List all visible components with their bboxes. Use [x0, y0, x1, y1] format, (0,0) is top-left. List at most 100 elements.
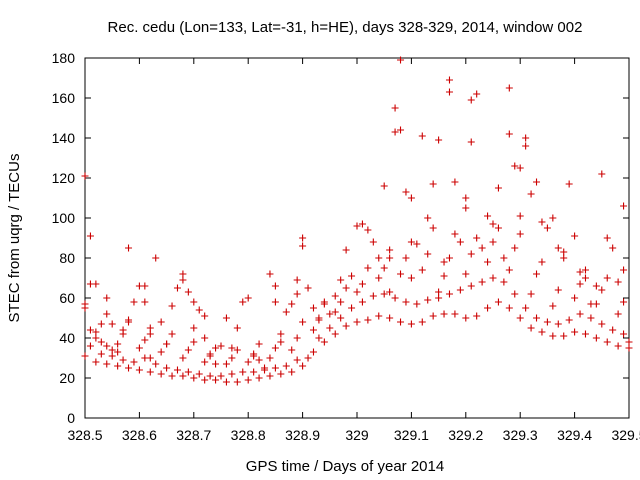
data-point	[386, 314, 394, 322]
data-point	[157, 370, 165, 378]
data-point	[201, 376, 209, 384]
data-point	[620, 330, 628, 338]
data-point	[206, 372, 214, 380]
y-tick-label: 160	[52, 90, 76, 106]
data-point	[549, 214, 557, 222]
data-point	[320, 300, 328, 308]
data-point	[505, 304, 513, 312]
data-point	[435, 136, 443, 144]
data-point	[206, 350, 214, 358]
data-point	[462, 204, 470, 212]
x-tick-label: 328.7	[176, 427, 211, 443]
data-point	[413, 240, 421, 248]
data-point	[386, 288, 394, 296]
data-point	[533, 178, 541, 186]
data-point	[348, 304, 356, 312]
data-point	[173, 284, 181, 292]
x-tick-label: 329.5	[611, 427, 640, 443]
data-point	[97, 320, 105, 328]
data-point	[527, 190, 535, 198]
data-point	[114, 362, 122, 370]
data-point	[391, 128, 399, 136]
data-point	[81, 172, 89, 180]
data-point	[81, 304, 89, 312]
data-point	[467, 282, 475, 290]
data-point	[380, 290, 388, 298]
data-point	[103, 294, 111, 302]
data-point	[533, 314, 541, 322]
data-points	[81, 56, 633, 386]
data-point	[141, 336, 149, 344]
data-point	[266, 270, 274, 278]
data-point	[103, 360, 111, 368]
data-point	[320, 338, 328, 346]
data-point	[603, 234, 611, 242]
data-point	[445, 76, 453, 84]
data-point	[609, 244, 617, 252]
data-point	[184, 346, 192, 354]
data-point	[614, 342, 622, 350]
data-point	[315, 314, 323, 322]
data-point	[222, 378, 230, 386]
data-point	[179, 270, 187, 278]
data-point	[516, 212, 524, 220]
data-point	[625, 338, 633, 346]
data-point	[195, 370, 203, 378]
data-point	[190, 298, 198, 306]
data-point	[141, 354, 149, 362]
data-point	[239, 298, 247, 306]
data-point	[554, 320, 562, 328]
data-point	[407, 320, 415, 328]
data-point	[391, 104, 399, 112]
data-point	[598, 286, 606, 294]
data-point	[386, 246, 394, 254]
y-tick-label: 180	[52, 50, 76, 66]
data-point	[478, 244, 486, 252]
x-tick-label: 328.6	[122, 427, 157, 443]
data-point	[576, 268, 584, 276]
data-point	[484, 304, 492, 312]
data-point	[484, 258, 492, 266]
data-point	[337, 314, 345, 322]
data-point	[130, 358, 138, 366]
data-point	[424, 214, 432, 222]
data-point	[358, 280, 366, 288]
data-point	[309, 326, 317, 334]
data-point	[413, 300, 421, 308]
data-point	[494, 184, 502, 192]
data-point	[402, 254, 410, 262]
data-point	[304, 354, 312, 362]
data-point	[418, 132, 426, 140]
data-point	[266, 354, 274, 362]
data-point	[152, 254, 160, 262]
data-point	[489, 220, 497, 228]
x-tick-label: 328.8	[231, 427, 266, 443]
data-point	[304, 284, 312, 292]
data-point	[522, 134, 530, 142]
data-point	[179, 276, 187, 284]
x-tick-label: 329.1	[394, 427, 429, 443]
data-point	[86, 232, 94, 240]
data-point	[92, 328, 100, 336]
data-point	[380, 264, 388, 272]
x-tick-label: 329.4	[557, 427, 592, 443]
x-tick-label: 329.3	[503, 427, 538, 443]
data-point	[522, 142, 530, 150]
data-point	[228, 354, 236, 362]
data-point	[494, 298, 502, 306]
data-point	[533, 270, 541, 278]
data-point	[505, 130, 513, 138]
data-point	[293, 290, 301, 298]
data-point	[603, 274, 611, 282]
data-point	[266, 372, 274, 380]
x-tick-label: 329.2	[448, 427, 483, 443]
data-point	[86, 326, 94, 334]
data-point	[620, 298, 628, 306]
y-tick-label: 120	[52, 170, 76, 186]
data-point	[125, 318, 133, 326]
data-point	[581, 266, 589, 274]
data-point	[282, 362, 290, 370]
chart-title: Rec. cedu (Lon=133, Lat=-31, h=HE), days…	[108, 19, 583, 36]
data-point	[190, 374, 198, 382]
